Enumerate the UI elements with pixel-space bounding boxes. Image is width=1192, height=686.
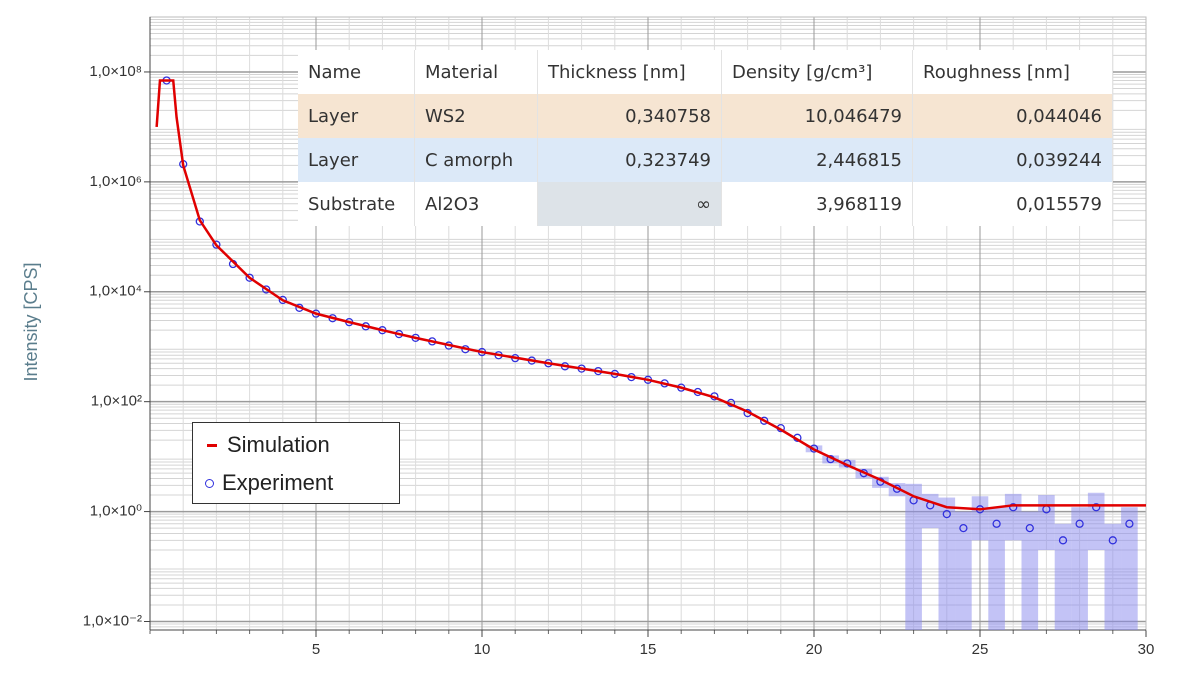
column-header: Name <box>298 50 415 94</box>
legend-item: Experiment <box>203 465 333 501</box>
error-band <box>1054 523 1072 630</box>
table-cell: 2,446815 <box>721 138 913 182</box>
experiment-point <box>1058 536 1068 545</box>
experiment-point <box>262 285 271 294</box>
error-band <box>971 496 989 541</box>
table-cell: Substrate <box>298 182 415 226</box>
column-header: Roughness [nm] <box>912 50 1113 94</box>
experiment-point <box>212 240 221 249</box>
table-cell: 3,968119 <box>721 182 913 226</box>
experiment-point <box>1092 503 1101 512</box>
table-cell: 0,044046 <box>912 94 1113 138</box>
error-band <box>938 497 956 630</box>
table-cell: Al2O3 <box>414 182 538 226</box>
error-band <box>1071 507 1088 630</box>
table-row: Substrate Al2O3 ∞ 3,968119 0,015579 <box>298 182 1113 226</box>
error-band <box>1004 493 1022 541</box>
x-tick-label: 20 <box>806 641 823 658</box>
table-cell: 0,323749 <box>537 138 722 182</box>
legend-symbol <box>205 478 214 488</box>
experiment-point <box>1009 503 1018 512</box>
experiment-point <box>278 295 287 305</box>
y-axis-label: Intensity [CPS] <box>21 262 41 381</box>
legend: Simulation Experiment <box>192 422 400 504</box>
x-tick-label: 15 <box>640 641 657 658</box>
y-tick-label: 1,0×10⁻² <box>83 612 142 629</box>
table-cell: 0,039244 <box>912 138 1113 182</box>
error-band <box>872 476 889 488</box>
error-band <box>822 455 839 464</box>
y-tick-label: 1,0×10⁴ <box>89 283 142 300</box>
experiment-point <box>1108 536 1117 545</box>
error-band <box>905 483 922 630</box>
y-tick-label: 1,0×10² <box>91 393 142 410</box>
experiment-point <box>992 519 1001 528</box>
column-header: Material <box>414 50 538 94</box>
layer-table: Name Material Thickness [nm] Density [g/cm³… <box>298 50 1113 226</box>
experiment-point <box>1025 523 1034 533</box>
experiment-point <box>959 523 968 533</box>
y-tick-label: 1,0×10⁶ <box>90 173 142 190</box>
table-cell: Layer <box>298 94 415 138</box>
error-band <box>1121 507 1138 630</box>
experiment-point <box>1075 519 1084 528</box>
table-header: Name Material Thickness [nm] Density [g/cm³… <box>298 50 1113 94</box>
error-band <box>1104 523 1122 630</box>
error-band <box>1087 492 1105 550</box>
table-cell: Layer <box>298 138 415 182</box>
table-cell: C amorph <box>414 138 538 182</box>
y-tick-label: 1,0×10⁸ <box>89 63 142 80</box>
experiment-point <box>760 416 769 425</box>
x-tick-label: 30 <box>1138 641 1155 658</box>
experiment-point <box>245 273 254 282</box>
simulation-line <box>155 79 1146 511</box>
experiment-point <box>942 509 951 519</box>
table-row: Layer C amorph 0,323749 2,446815 0,039244 <box>298 138 1113 182</box>
legend-label: Simulation <box>227 432 330 457</box>
y-tick-label: 1,0×10⁰ <box>90 503 142 520</box>
x-tick-label: 5 <box>312 641 320 658</box>
x-tick-label: 10 <box>474 641 491 658</box>
error-band <box>988 507 1005 630</box>
table-cell: WS2 <box>414 94 538 138</box>
experiment-point <box>1125 519 1134 528</box>
column-header: Thickness [nm] <box>537 50 722 94</box>
x-tick-label: 25 <box>972 641 989 658</box>
legend-label: Experiment <box>222 470 334 495</box>
table-cell: ∞ <box>537 182 722 226</box>
column-header: Density [g/cm³] <box>721 50 913 94</box>
plot-area <box>155 76 1146 630</box>
error-band <box>955 511 972 630</box>
table-cell: 0,015579 <box>912 182 1113 226</box>
error-band <box>1021 511 1039 630</box>
table-row: Layer WS2 0,340758 10,046479 0,044046 <box>298 94 1113 138</box>
table-cell: 10,046479 <box>721 94 913 138</box>
error-band <box>1038 495 1055 550</box>
table-cell: 0,340758 <box>537 94 722 138</box>
legend-symbol <box>207 443 217 447</box>
legend-item: Simulation <box>203 427 330 463</box>
